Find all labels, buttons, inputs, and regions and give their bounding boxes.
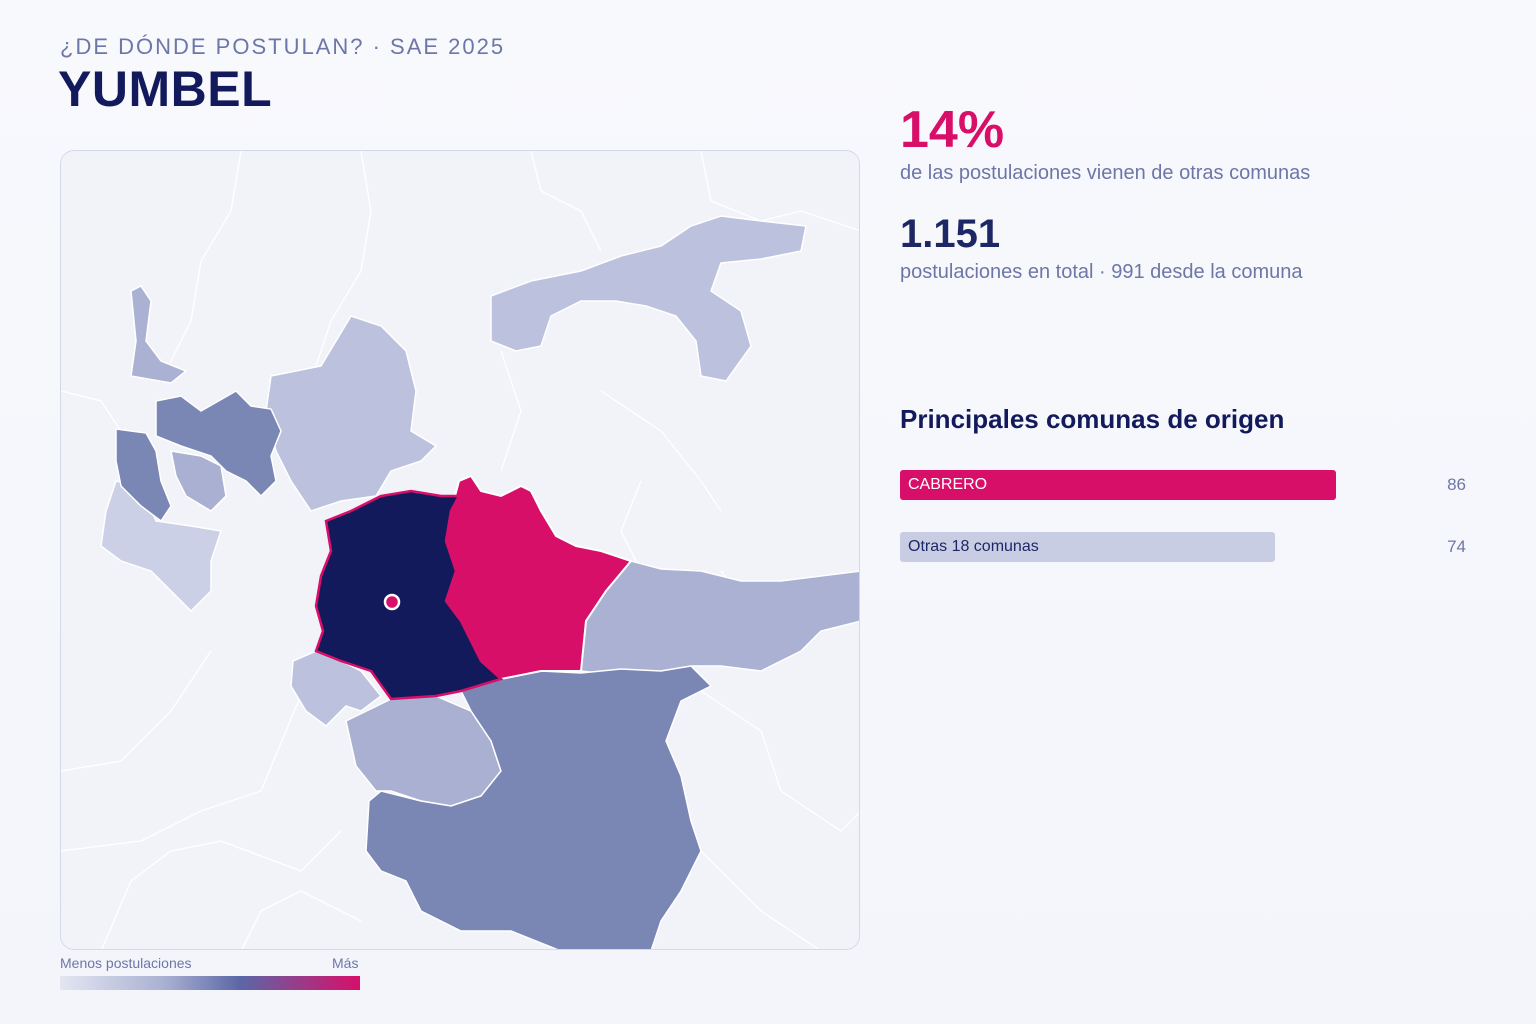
legend-min-label: Menos postulaciones bbox=[60, 955, 192, 971]
commune-north-center[interactable] bbox=[265, 315, 438, 512]
yumbel-location-marker[interactable] bbox=[383, 593, 401, 611]
commune-north-west-strip[interactable] bbox=[130, 285, 188, 384]
header-kicker: ¿DE DÓNDE POSTULAN? · SAE 2025 bbox=[60, 34, 506, 59]
total-applications-label: postulaciones en total · 991 desde la co… bbox=[900, 261, 1303, 283]
origin-row-cabrero: CABRERO 86 bbox=[900, 470, 1466, 500]
origin-row-others: Otras 18 comunas 74 bbox=[900, 532, 1466, 562]
commune-north-west-bay[interactable] bbox=[155, 390, 282, 498]
origin-bar-cabrero[interactable]: CABRERO bbox=[900, 470, 1336, 500]
commune-west-coast[interactable] bbox=[100, 480, 222, 613]
origin-bar-others[interactable]: Otras 18 comunas bbox=[900, 532, 1275, 562]
commune-east[interactable] bbox=[580, 560, 860, 677]
legend-color-scale bbox=[60, 976, 360, 990]
commune-north-east[interactable] bbox=[490, 215, 807, 382]
commune-west-inlet[interactable] bbox=[115, 428, 172, 523]
map-panel bbox=[60, 150, 860, 950]
commune-west-inner[interactable] bbox=[170, 450, 227, 512]
commune-south-large[interactable] bbox=[365, 665, 713, 950]
origins-title: Principales comunas de origen bbox=[900, 404, 1285, 434]
external-percent: 14% bbox=[900, 101, 1005, 159]
external-percent-label: de las postulaciones vienen de otras com… bbox=[900, 162, 1311, 184]
choropleth-map bbox=[61, 151, 860, 950]
origin-value-cabrero: 86 bbox=[1447, 475, 1466, 494]
origin-value-others: 74 bbox=[1447, 537, 1466, 556]
commune-yumbel[interactable] bbox=[314, 489, 504, 701]
page-title: YUMBEL bbox=[58, 61, 273, 117]
legend-max-label: Más bbox=[332, 955, 359, 971]
total-applications: 1.151 bbox=[900, 212, 1001, 256]
